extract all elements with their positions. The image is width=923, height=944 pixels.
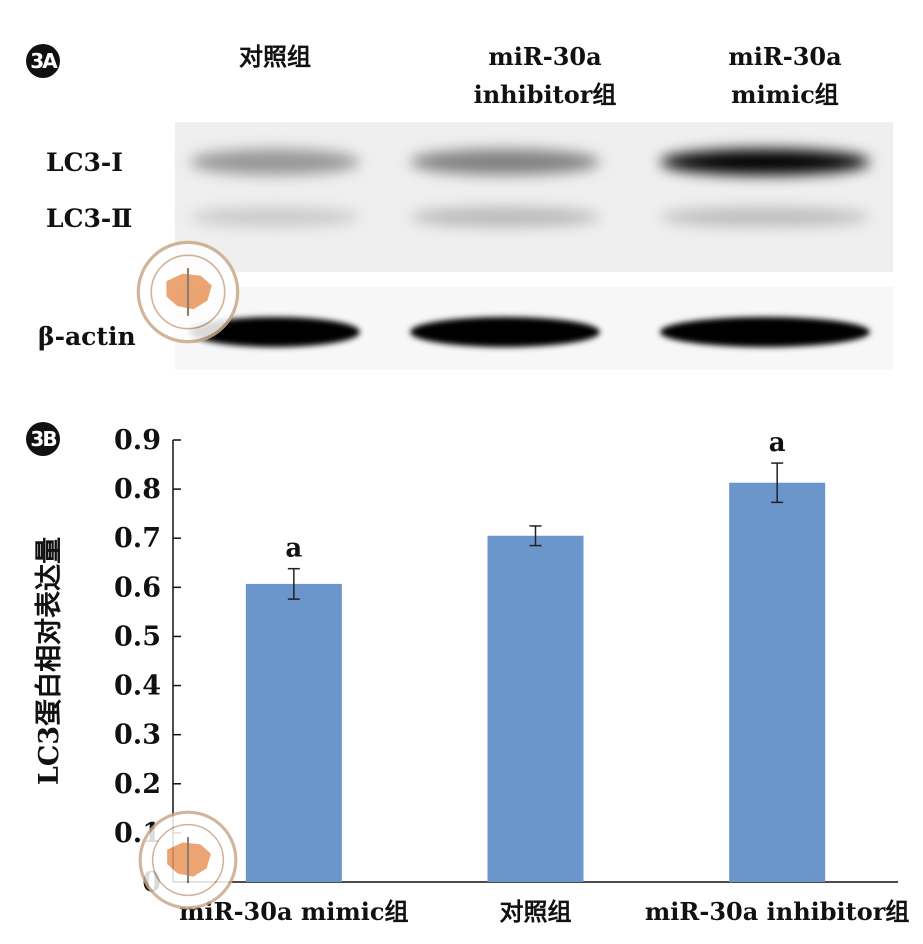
band-actin-lane-3	[660, 317, 870, 347]
x-tick-label-2: 对照组	[500, 897, 572, 926]
western-blot-image	[175, 122, 893, 370]
significance-label-1: a	[285, 534, 302, 564]
bar-1	[245, 583, 342, 882]
y-tick-label: 0.5	[114, 621, 161, 652]
x-tick-label-3: miR-30a inhibitor组	[645, 897, 910, 926]
band-actin-lane-2	[410, 317, 600, 347]
association-seal-icon-bottom	[138, 810, 238, 910]
band-lc3-i-lane-3	[660, 149, 870, 175]
x-tick-label-1: miR-30a mimic组	[179, 897, 408, 926]
y-tick-label: 0.6	[114, 572, 161, 603]
panel-a-badge: 3A	[26, 44, 60, 78]
y-tick-label: 0.7	[114, 523, 161, 554]
lane-label-inhibitor-line2: inhibitor组	[473, 80, 617, 109]
bar-3	[729, 482, 826, 882]
blot-membrane-top	[175, 122, 893, 272]
y-tick-label: 0.3	[114, 720, 161, 751]
band-lc3-ii-lane-3	[660, 207, 870, 227]
y-axis-label: LC3蛋白相对表达量	[33, 537, 65, 785]
y-tick-label: 0.8	[114, 474, 161, 505]
band-label-lc3-i: LC3-Ⅰ	[46, 148, 123, 177]
lane-label-mimic-line1: miR-30a	[728, 42, 842, 71]
lane-label-mimic-line2: mimic组	[731, 80, 839, 109]
band-actin-lane-1	[190, 317, 360, 347]
band-lc3-i-lane-2	[410, 149, 600, 175]
association-seal-icon	[136, 240, 240, 344]
panel-b-badge: 3B	[26, 422, 60, 456]
lane-label-inhibitor-line1: miR-30a	[488, 42, 602, 71]
band-label-actin: β-actin	[38, 322, 136, 351]
y-tick-label: 0.9	[114, 425, 161, 456]
band-label-lc3-ii: LC3-Ⅱ	[46, 204, 133, 233]
y-tick-label: 0.2	[114, 769, 161, 800]
band-lc3-i-lane-1	[190, 149, 360, 175]
y-tick-label: 0.4	[114, 671, 161, 702]
lane-label-control: 对照组	[239, 42, 311, 71]
bar-2	[487, 535, 584, 882]
band-lc3-ii-lane-2	[410, 207, 600, 227]
band-lc3-ii-lane-1	[190, 207, 360, 227]
significance-label-3: a	[769, 428, 786, 458]
